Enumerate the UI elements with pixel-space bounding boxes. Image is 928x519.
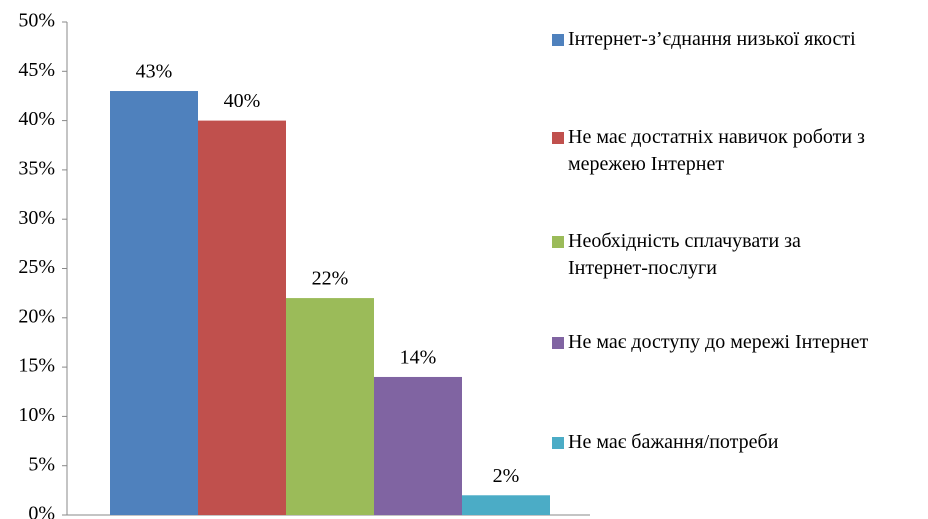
legend-label: Не має бажання/потреби xyxy=(568,431,779,453)
bar xyxy=(198,120,286,515)
y-tick-label: 30% xyxy=(18,207,55,229)
legend-label: Не має доступу до мережі Інтернет xyxy=(568,331,869,353)
bar xyxy=(286,298,374,515)
legend-swatch xyxy=(552,132,564,144)
y-tick-label: 5% xyxy=(28,453,55,475)
data-label: 22% xyxy=(312,268,349,290)
legend-label: Інтернет-з’єднання низької якості xyxy=(568,28,856,50)
y-tick-label: 35% xyxy=(18,157,55,179)
legend-swatch xyxy=(552,437,564,449)
data-label: 40% xyxy=(224,90,261,112)
bar xyxy=(462,495,550,515)
y-tick-label: 10% xyxy=(18,404,55,426)
y-tick-label: 40% xyxy=(18,108,55,130)
legend-swatch xyxy=(552,236,564,248)
bar xyxy=(374,376,462,515)
legend-label: Не має достатніх навичок роботи з мережею… xyxy=(568,126,865,175)
legend-label: Необхідність сплачувати за Інтернет-послу… xyxy=(568,230,801,279)
data-label: 14% xyxy=(400,347,437,369)
data-label: 2% xyxy=(493,465,520,487)
y-tick-label: 0% xyxy=(28,503,55,519)
y-tick-label: 45% xyxy=(18,59,55,81)
y-tick-label: 20% xyxy=(18,305,55,327)
legend-swatch xyxy=(552,337,564,349)
y-tick-label: 50% xyxy=(18,10,55,32)
bar xyxy=(110,91,198,516)
y-tick-label: 15% xyxy=(18,355,55,377)
legend-swatch xyxy=(552,34,564,46)
data-label: 43% xyxy=(136,61,173,83)
y-tick-label: 25% xyxy=(18,256,55,278)
